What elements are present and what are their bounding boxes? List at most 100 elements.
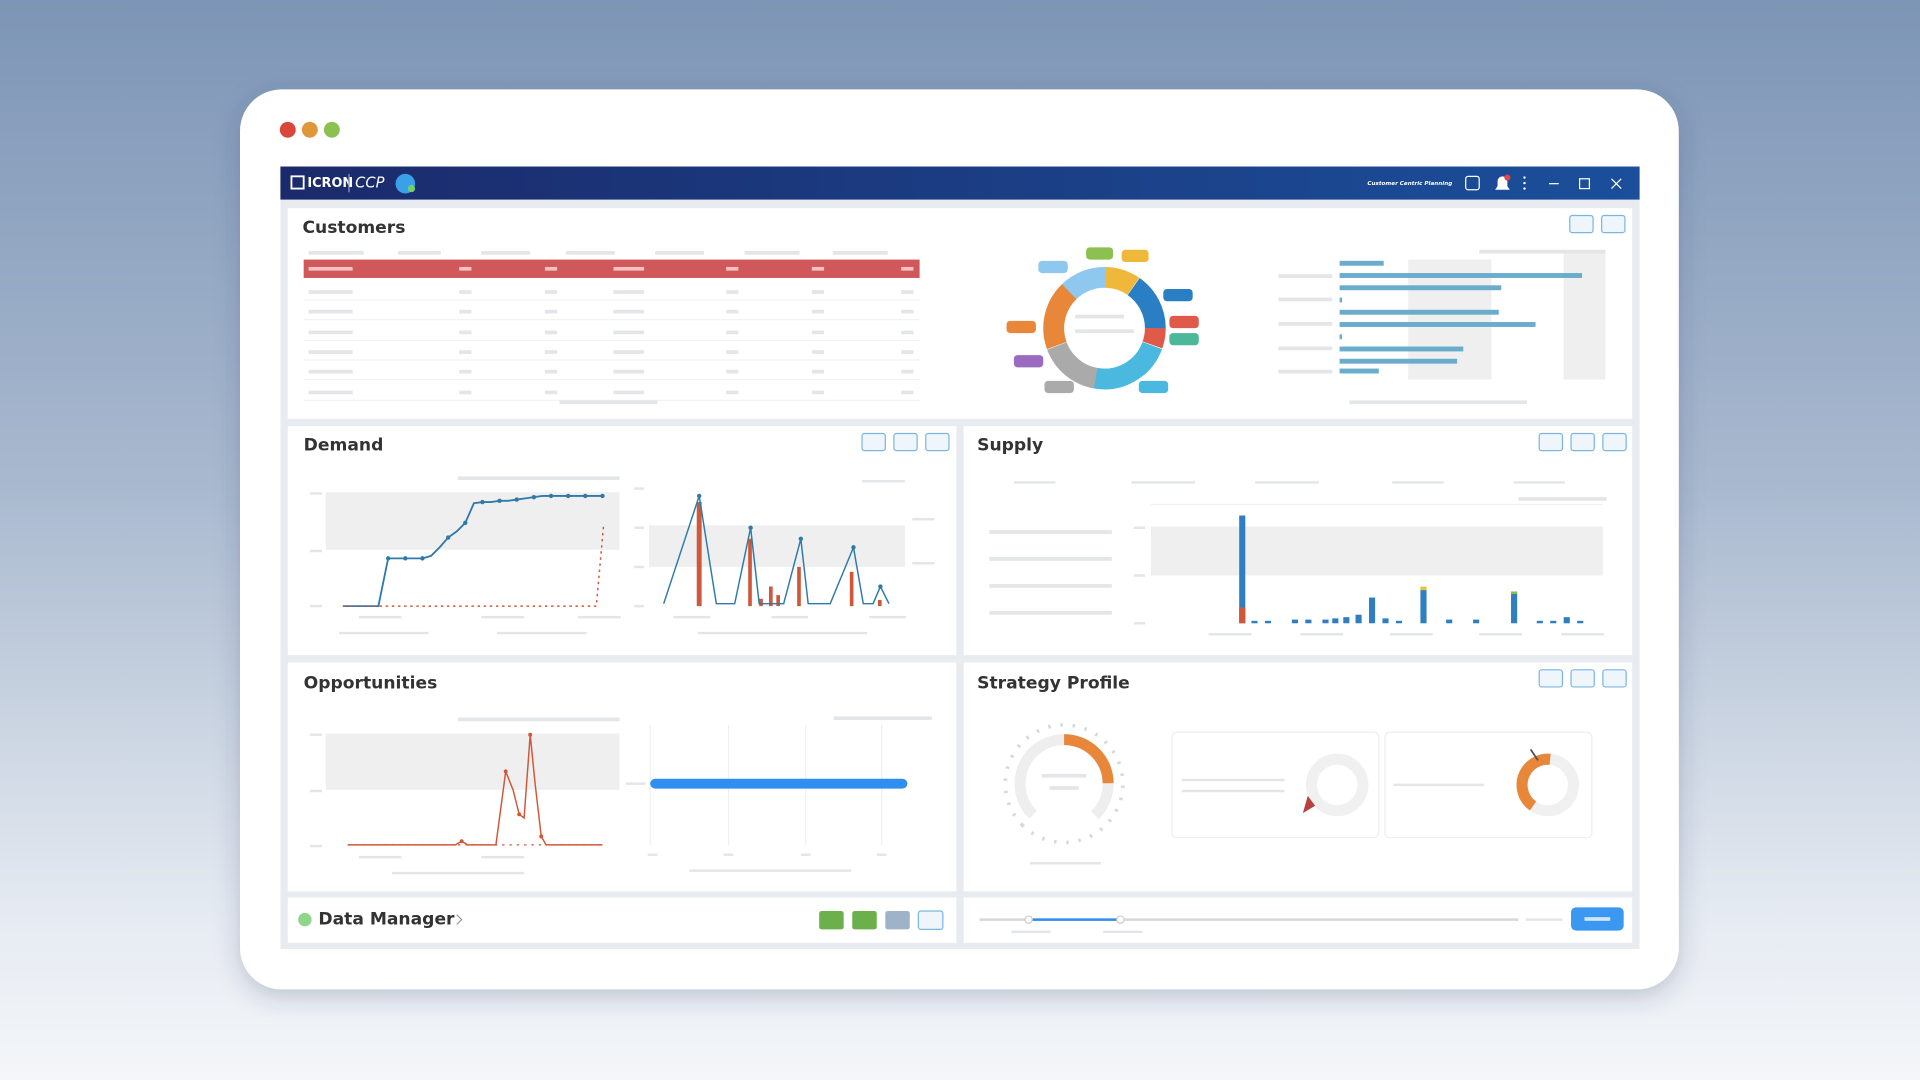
- supply-bar-chart-part-part: [1133, 574, 1145, 577]
- bar-chart-part-part: [1339, 297, 1343, 303]
- bar-chart-part-part: [1339, 309, 1499, 315]
- bar-chart-part-part: [1339, 334, 1343, 340]
- supply-bar-chart-part-part: [1473, 619, 1480, 624]
- opportunities-line-chart-part-part: [528, 732, 533, 737]
- opportunities-line-chart-part-part: [309, 844, 323, 848]
- demand-line-chart-part-part: [583, 493, 588, 499]
- panel-title: Supply: [977, 436, 1043, 456]
- demand-line-chart-part-part: [339, 631, 429, 635]
- chart-button[interactable]: [1602, 432, 1627, 452]
- chart-button[interactable]: [925, 432, 950, 452]
- supply-bar-chart-part-part: [1208, 633, 1252, 636]
- opportunities-line-chart-part: [459, 732, 544, 844]
- help-button[interactable]: [861, 432, 886, 452]
- close-button[interactable]: [1611, 178, 1622, 190]
- run-button[interactable]: [819, 911, 844, 930]
- table-rows-part: [811, 369, 825, 374]
- table-rows-part: [544, 330, 558, 335]
- supply-bar-chart-part: [1151, 526, 1603, 576]
- logo: ICRON: [307, 176, 353, 191]
- supply-bar-chart-part: [1420, 586, 1427, 591]
- app-header: [280, 166, 1640, 200]
- table-column-labels-part: [744, 251, 800, 255]
- opportunities-line-chart-part: [457, 717, 620, 722]
- demand-line-chart-part-part: [385, 556, 391, 561]
- table-rows-part: [544, 290, 558, 294]
- tasks-button[interactable]: [1465, 175, 1480, 191]
- chart-button[interactable]: [1602, 669, 1627, 688]
- target-button[interactable]: [1570, 669, 1595, 688]
- table-rows-part: [459, 309, 472, 314]
- demand-spike-chart-part-part: [768, 586, 773, 607]
- grid-button[interactable]: [1570, 432, 1595, 452]
- settings-button[interactable]: [885, 911, 910, 930]
- layers-button[interactable]: [1538, 669, 1564, 688]
- demand-line-chart-part-part: [531, 494, 537, 500]
- supply-bar-chart-part-part: [1264, 620, 1272, 624]
- opportunities-bar-chart-part: [650, 778, 908, 789]
- donut-labels-part: [1006, 320, 1036, 334]
- demand-spike-chart-part-part: [849, 571, 854, 607]
- expand-button[interactable]: [456, 914, 463, 925]
- card-gauge: [1516, 748, 1579, 817]
- range-handle[interactable]: [1116, 915, 1125, 924]
- gauge-part: [1014, 734, 1114, 834]
- bar-chart-part-part: [1278, 297, 1333, 302]
- table-rows-part: [308, 350, 353, 354]
- supply-bar-chart-part: [1511, 591, 1518, 594]
- card-gauge-part: [1305, 753, 1369, 817]
- menu-button[interactable]: [1523, 176, 1526, 190]
- apply-button-label: [1584, 917, 1611, 921]
- refresh-button[interactable]: [852, 911, 877, 930]
- chart-button[interactable]: [1601, 214, 1626, 234]
- supply-bar-chart-part-part: [989, 530, 1112, 534]
- restore-button[interactable]: [1578, 178, 1591, 190]
- opportunities-line-chart-part-part: [391, 871, 525, 875]
- supply-bar-chart: [989, 481, 1607, 636]
- table-rows-part: [726, 290, 739, 294]
- table-rows-part: [726, 369, 739, 374]
- opportunities-line-chart-part-part: [481, 855, 525, 859]
- card-gauge: [1302, 753, 1369, 817]
- supply-bar-chart-part-part: [1013, 481, 1056, 484]
- demand-spike-chart-part: [696, 502, 882, 607]
- table-rows-part: [726, 350, 739, 354]
- table-rows-part: [613, 330, 645, 335]
- bar-chart-part: [1563, 253, 1606, 380]
- table-rows-part: [811, 330, 825, 335]
- demand-spike-chart-part-part: [634, 487, 645, 490]
- bar-chart-part-part: [1339, 346, 1464, 352]
- help-button[interactable]: [1538, 432, 1564, 452]
- opportunities-line-chart: [309, 717, 620, 875]
- opportunities-bar-chart-part-part: [876, 853, 887, 856]
- demand-line-chart-part-part: [577, 615, 621, 619]
- grid-button[interactable]: [1569, 214, 1594, 234]
- grid-button[interactable]: [893, 432, 918, 452]
- supply-bar-chart-part-part: [1368, 597, 1376, 624]
- donut-labels-part: [1169, 333, 1199, 346]
- demand-line-chart-part-part: [420, 556, 425, 561]
- supply-bar-chart-part-part: [1518, 497, 1607, 501]
- calendar-button[interactable]: [917, 910, 944, 931]
- demand-spike-chart: [634, 480, 935, 635]
- supply-bar-chart-part-part: [1511, 592, 1518, 624]
- table-rows-part: [544, 350, 558, 354]
- opportunities-bar-chart-part-part: [689, 869, 852, 872]
- donut-labels-part: [1038, 260, 1068, 274]
- supply-bar-chart-part-part: [1300, 633, 1344, 636]
- demand-spike-chart-part-part: [771, 615, 809, 619]
- demand-spike-chart-part-part: [634, 604, 645, 608]
- demand-spike-chart-part-part: [877, 600, 882, 607]
- window-dot: [279, 121, 296, 138]
- table-rows-part: [901, 369, 914, 374]
- table-header-cells-part: [613, 266, 645, 271]
- table-rows-part: [811, 290, 825, 294]
- bar-chart-part-part: [1339, 322, 1536, 327]
- range-handle[interactable]: [1024, 915, 1033, 924]
- demand-spike-chart-part: [696, 493, 883, 589]
- demand-spike-chart-part-part: [869, 615, 907, 619]
- opportunities-line-chart-part: [325, 733, 620, 790]
- table-rows-part: [811, 390, 825, 395]
- demand-line-chart-part-part: [403, 556, 408, 561]
- demand-spike-chart-part-part: [798, 536, 804, 541]
